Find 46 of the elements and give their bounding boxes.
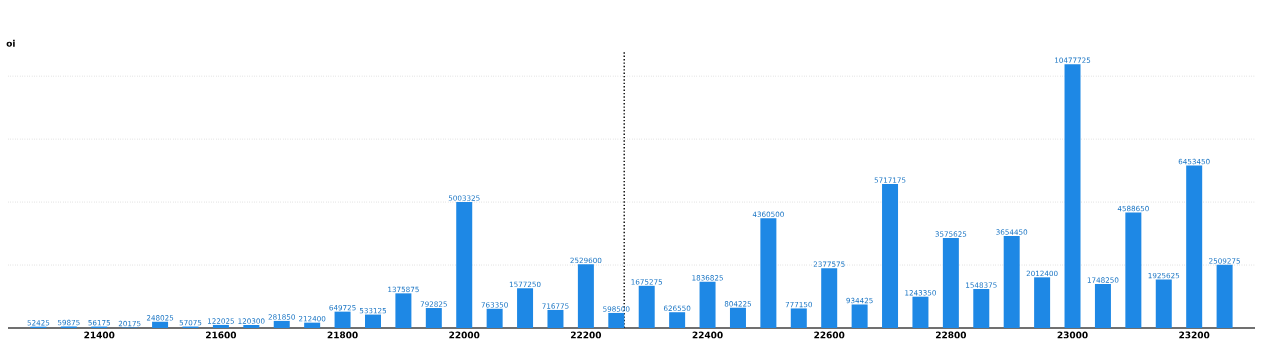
x-tick-label: 21400 (84, 331, 115, 339)
bar (851, 304, 868, 328)
bar (1064, 64, 1081, 328)
bar (699, 281, 716, 328)
bar (486, 308, 503, 328)
bar (790, 308, 807, 328)
y-axis-title: oi (6, 39, 15, 47)
bar (1186, 165, 1203, 328)
x-tick-label: 22400 (692, 331, 723, 339)
bar (760, 218, 777, 328)
bar (456, 202, 473, 328)
bar (1125, 212, 1142, 328)
bar (973, 289, 990, 328)
bar (395, 293, 412, 328)
x-tick-label: 21800 (327, 331, 358, 339)
x-tick-label: 22600 (814, 331, 845, 339)
bar (577, 264, 594, 328)
bar (517, 288, 534, 328)
bar (334, 311, 351, 328)
x-tick-label: 23200 (1179, 331, 1210, 339)
bar (638, 285, 655, 328)
bar (425, 308, 442, 328)
x-tick-label: 23000 (1057, 331, 1088, 339)
x-tick-label: 22200 (570, 331, 602, 339)
x-tick-label: 21600 (206, 331, 237, 339)
x-tick-label: 22000 (449, 331, 480, 339)
bar (547, 309, 564, 328)
bar (912, 296, 929, 328)
bar (882, 184, 899, 328)
bar (152, 321, 169, 328)
bar (304, 322, 321, 328)
bar (212, 324, 229, 328)
bar (821, 268, 838, 328)
bar (364, 314, 381, 328)
bar (273, 320, 290, 328)
bar (669, 312, 686, 328)
bar (1003, 235, 1020, 328)
bar (1034, 277, 1051, 328)
bar (729, 307, 746, 328)
bar (1155, 279, 1172, 328)
bar (942, 237, 959, 328)
bar (243, 324, 260, 328)
bar (1216, 264, 1233, 328)
bar (608, 312, 625, 328)
bar (1094, 283, 1111, 328)
x-tick-label: 22800 (935, 331, 967, 339)
